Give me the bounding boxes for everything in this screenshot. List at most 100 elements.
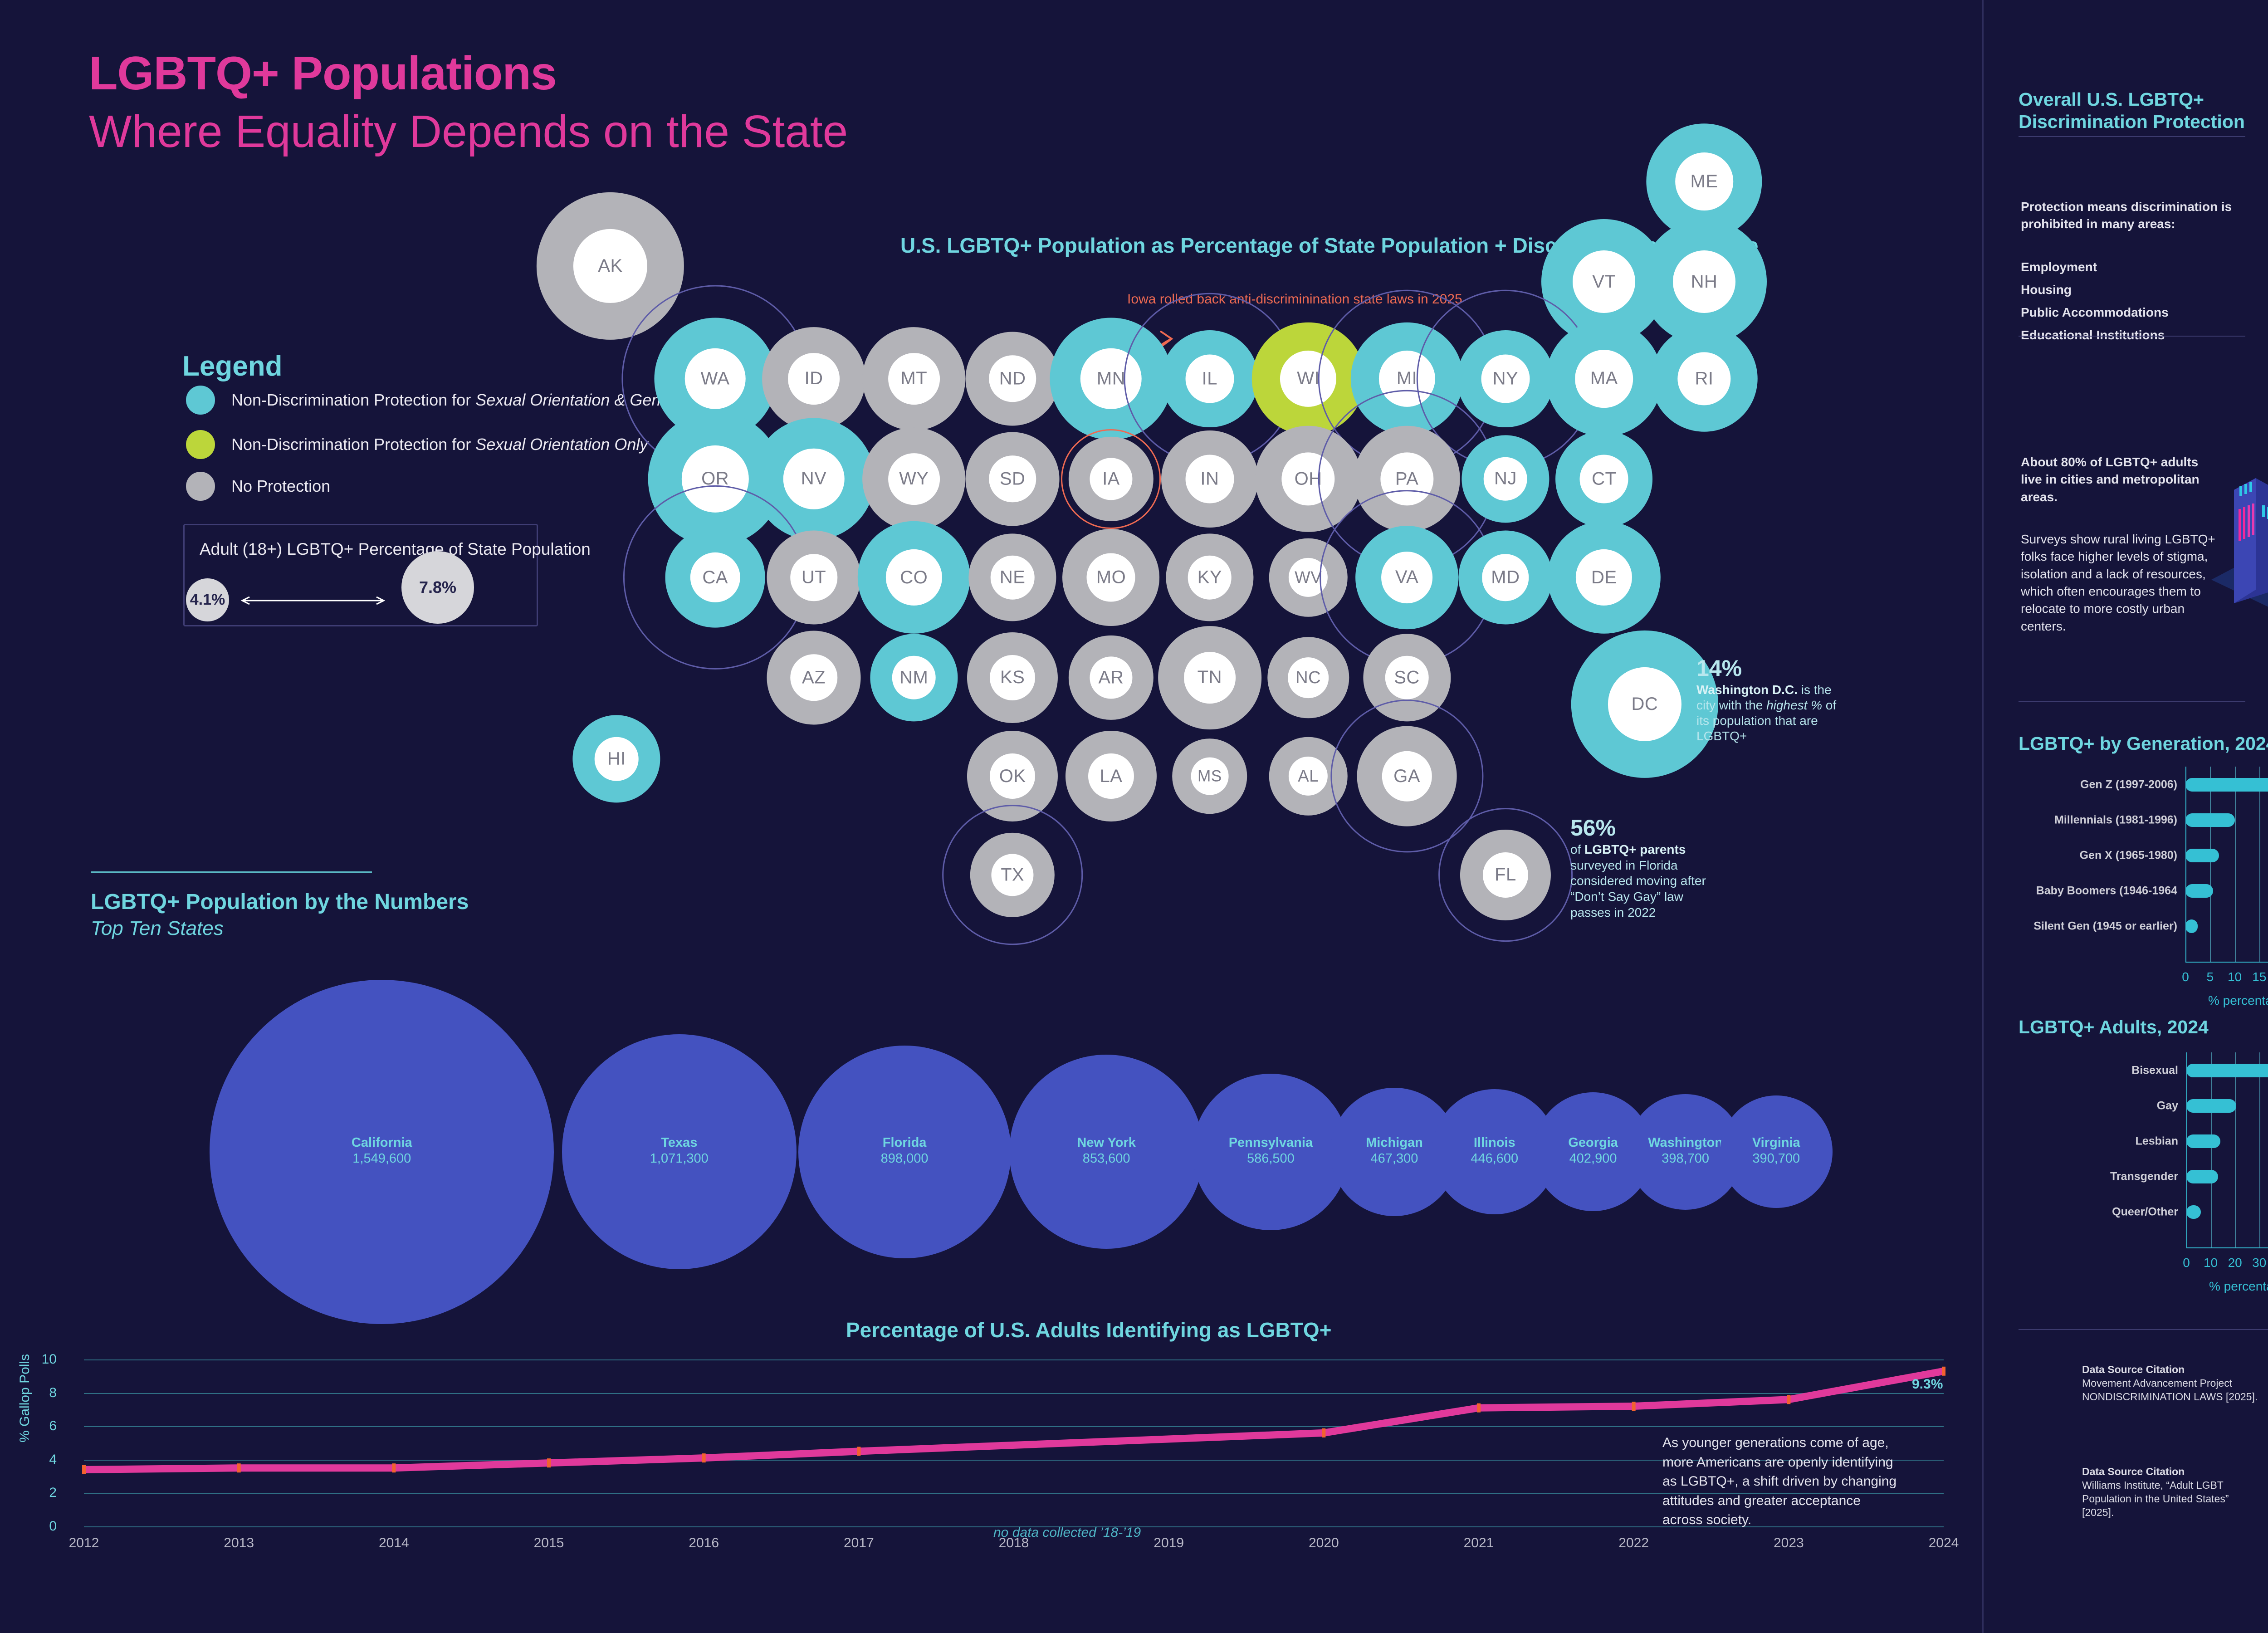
- legend-item-label: Non-Discrimination Protection for Sexual…: [231, 435, 648, 454]
- rail-divider: [1982, 0, 1984, 1633]
- state-marker-nm[interactable]: NM: [852, 616, 976, 739]
- bar-chart-bar[interactable]: [2186, 1064, 2268, 1077]
- state-marker-ky[interactable]: KY: [1148, 515, 1271, 639]
- state-marker-tx[interactable]: TX: [942, 804, 1083, 945]
- bar-chart-category-label: Millennials (1981-1996): [2054, 813, 2177, 826]
- state-marker-sd[interactable]: SD: [948, 414, 1078, 544]
- state-population-bubble[interactable]: Virginia 390,700: [1720, 1095, 1833, 1208]
- bar-chart-yaxis: [2185, 767, 2186, 962]
- state-population-bubble[interactable]: New York 853,600: [1009, 1055, 1204, 1249]
- bubble-section-subheading: Top Ten States: [91, 917, 224, 939]
- bar-chart-bar[interactable]: [2186, 1134, 2220, 1148]
- line-chart-gridline: [84, 1526, 1944, 1527]
- state-marker-az[interactable]: AZ: [749, 612, 879, 743]
- state-marker-in[interactable]: IN: [1143, 412, 1276, 546]
- bubble-state-name: Texas: [661, 1135, 698, 1150]
- bar-chart-bar[interactable]: [2185, 778, 2268, 792]
- bar-chart-bar[interactable]: [2186, 1205, 2201, 1219]
- state-marker-ga[interactable]: GA: [1330, 699, 1484, 853]
- state-marker-dc[interactable]: DC: [1553, 612, 1736, 796]
- state-marker-nd[interactable]: ND: [948, 313, 1078, 444]
- bar-chart-bar[interactable]: [2185, 884, 2213, 898]
- rail-rule-3: [2019, 701, 2245, 702]
- state-marker-nh[interactable]: NH: [1623, 201, 1785, 362]
- line-chart-ytick: 6: [49, 1418, 57, 1434]
- line-chart-gridline: [84, 1493, 1944, 1494]
- state-code-label: KY: [1188, 555, 1232, 600]
- state-marker-va[interactable]: VA: [1319, 490, 1495, 665]
- state-code-label: ID: [788, 352, 840, 405]
- bar-chart-bar[interactable]: [2185, 813, 2235, 827]
- state-code-label: IL: [1185, 354, 1234, 403]
- state-population-bubble[interactable]: Florida 898,000: [798, 1045, 1011, 1258]
- state-marker-ne[interactable]: NE: [951, 515, 1075, 639]
- state-marker-wy[interactable]: WY: [844, 409, 984, 549]
- state-code-label: MT: [888, 352, 940, 405]
- dc-value: 14%: [1696, 655, 1742, 681]
- size-key-min: 4.1%: [186, 578, 229, 621]
- state-marker-md[interactable]: MD: [1440, 513, 1570, 643]
- state-marker-la[interactable]: LA: [1047, 713, 1174, 840]
- state-marker-ma[interactable]: MA: [1528, 303, 1680, 455]
- state-code-label: NV: [783, 448, 845, 509]
- state-marker-ut[interactable]: UT: [749, 513, 879, 643]
- bubble-section-heading: LGBTQ+ Population by the Numbers: [91, 890, 469, 914]
- size-key-max: 7.8%: [401, 551, 474, 624]
- bar-chart-gridline: [2210, 1052, 2212, 1247]
- state-marker-mo[interactable]: MO: [1045, 511, 1178, 644]
- state-marker-ct[interactable]: CT: [1537, 412, 1671, 546]
- bar-chart-category-label: Gay: [2156, 1099, 2178, 1112]
- bar-chart-xtick: 5: [2206, 970, 2214, 984]
- state-marker-de[interactable]: DE: [1530, 503, 1678, 652]
- bar-chart-category-label: Transgender: [2110, 1170, 2178, 1183]
- page-subtitle: Where Equality Depends on the State: [89, 106, 848, 157]
- state-marker-tn[interactable]: TN: [1140, 608, 1280, 748]
- state-marker-mt[interactable]: MT: [844, 309, 984, 449]
- bar-chart-category-label: Silent Gen (1945 or earlier): [2033, 919, 2177, 933]
- state-marker-ia[interactable]: IA: [1051, 419, 1171, 539]
- bubble-state-value: 586,500: [1246, 1151, 1295, 1166]
- legend-swatch-icon: [186, 430, 215, 459]
- state-population-bubble[interactable]: California 1,549,600: [210, 979, 554, 1324]
- state-marker-ca[interactable]: CA: [623, 485, 807, 670]
- state-code-label: AR: [1090, 656, 1133, 699]
- state-marker-ms[interactable]: MS: [1154, 720, 1266, 832]
- bar-chart-bar[interactable]: [2186, 1170, 2218, 1183]
- state-marker-nj[interactable]: NJ: [1443, 417, 1567, 541]
- state-marker-ak[interactable]: AK: [518, 174, 702, 357]
- state-code-label: DC: [1608, 667, 1682, 741]
- bubble-state-value: 898,000: [880, 1151, 929, 1166]
- state-marker-nc[interactable]: NC: [1250, 619, 1367, 736]
- rail-protection-heading: Overall U.S. LGBTQ+ Discrimination Prote…: [2019, 89, 2245, 132]
- state-code-label: MO: [1087, 553, 1135, 602]
- state-marker-fl[interactable]: FL: [1438, 807, 1573, 942]
- state-marker-hi[interactable]: HI: [555, 697, 679, 821]
- state-code-label: TX: [991, 853, 1034, 896]
- line-chart-xtick: 2013: [224, 1535, 254, 1550]
- line-chart-xtick: 2024: [1928, 1535, 1959, 1550]
- state-marker-ri[interactable]: RI: [1633, 308, 1776, 450]
- line-chart-ytick: 4: [49, 1452, 57, 1467]
- bubble-section-rule: [91, 871, 372, 873]
- state-code-label: DE: [1576, 549, 1633, 606]
- state-marker-ks[interactable]: KS: [949, 614, 1076, 741]
- state-code-label: TN: [1183, 651, 1236, 704]
- citation-label: Data Source Citation: [2082, 1364, 2185, 1375]
- bubble-state-name: Illinois: [1473, 1135, 1515, 1150]
- bar-chart-bar[interactable]: [2185, 919, 2198, 933]
- citation-block: Data Source Citation Movement Advancement…: [2082, 1364, 2258, 1403]
- state-population-bubble[interactable]: Pennsylvania 586,500: [1192, 1073, 1349, 1230]
- rail-cities-body: Surveys show rural living LGBTQ+ folks f…: [2021, 532, 2215, 633]
- state-population-bubble[interactable]: Texas 1,071,300: [562, 1034, 797, 1269]
- line-chart-ytick: 8: [49, 1385, 57, 1400]
- bar-chart-bar[interactable]: [2185, 849, 2219, 862]
- state-marker-ar[interactable]: AR: [1051, 617, 1171, 738]
- state-marker-co[interactable]: CO: [840, 503, 988, 652]
- bar-chart-category-label: Queer/Other: [2112, 1205, 2178, 1218]
- protection-area-item: Public Accommodations: [2021, 305, 2169, 319]
- bar-chart-xtick: 20: [2228, 1256, 2242, 1270]
- protection-area-item: Employment: [2021, 260, 2097, 274]
- state-marker-id[interactable]: ID: [744, 309, 884, 449]
- bar-chart-bar[interactable]: [2186, 1099, 2236, 1113]
- state-marker-ny[interactable]: NY: [1416, 289, 1595, 468]
